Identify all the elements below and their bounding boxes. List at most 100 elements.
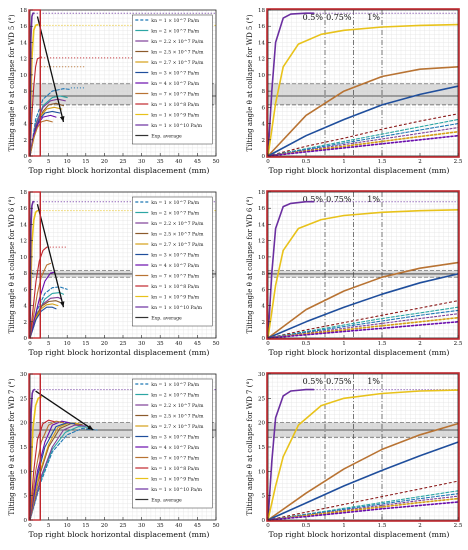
x-tick-label: 2.5 (454, 159, 463, 165)
legend-entry: kn = 1 × 10^8 Pa/m (151, 283, 199, 290)
y-tick-label: 2 (24, 138, 28, 144)
y-tick-label: 16 (20, 24, 27, 30)
x-axis-label: Top right block horizontal displacement … (29, 348, 210, 357)
y-tick-label: 8 (24, 271, 28, 277)
x-tick-label: 40 (175, 523, 182, 529)
legend-entry: kn = 1 × 10^7 Pa/m (151, 199, 199, 206)
y-tick-label: 2 (24, 320, 28, 326)
x-tick-label: 25 (120, 341, 127, 347)
drift-label-1: 0.5% (303, 377, 324, 386)
x-tick-label: 15 (82, 159, 89, 165)
y-tick-label: 14 (20, 40, 27, 46)
legend-entry: kn = 1 × 10^8 Pa/m (151, 465, 199, 472)
drift-label-2: 0.75% (326, 13, 352, 22)
y-tick-label: 0 (262, 154, 266, 160)
y-tick-label: 14 (258, 222, 265, 228)
y-tick-label: 16 (258, 24, 265, 30)
y-tick-label: 12 (258, 57, 265, 63)
drift-label-2: 0.75% (326, 377, 352, 386)
x-tick-label: 0.5 (302, 159, 311, 165)
legend-entry: kn = 2 × 10^7 Pa/m (151, 28, 199, 35)
legend-entry: kn = 3 × 10^7 Pa/m (151, 70, 199, 77)
legend-entry: kn = 2.7 × 10^7 Pa/m (151, 241, 204, 248)
y-tick-label: 4 (24, 304, 28, 310)
x-tick-label: 30 (138, 159, 145, 165)
legend-entry: kn = 2 × 10^7 Pa/m (151, 392, 199, 399)
x-axis-label: Top right block horizontal displacement … (269, 530, 450, 539)
y-tick-label: 0 (262, 518, 266, 524)
y-axis-label: Tilting angle θ at collapse for WD 5 (°) (246, 14, 254, 151)
legend-entry: kn = 1 × 10^10 Pa/m (151, 304, 202, 311)
x-tick-label: 35 (157, 523, 164, 529)
y-tick-label: 4 (262, 304, 266, 310)
x-tick-label: 2.5 (454, 523, 463, 529)
x-tick-label: 0.5 (302, 523, 311, 529)
legend-entry: kn = 1 × 10^10 Pa/m (151, 486, 202, 493)
x-tick-label: 15 (82, 341, 89, 347)
y-axis-label: Tilting angle θ at collapse for WD 7 (°) (246, 378, 254, 515)
legend-entry: Exp. average (151, 134, 182, 140)
x-tick-label: 5 (47, 159, 51, 165)
drift-label-3: 1% (367, 13, 380, 22)
x-tick-label: 0 (28, 523, 32, 529)
chart-panel-4: 0.5%0.75%1%00.511.522.5024681012141618To… (246, 190, 463, 357)
legend-entry: kn = 1 × 10^7 Pa/m (151, 17, 199, 24)
x-tick-label: 45 (194, 159, 201, 165)
x-tick-label: 10 (64, 341, 71, 347)
legend: kn = 1 × 10^7 Pa/mkn = 2 × 10^7 Pa/mkn =… (132, 379, 212, 508)
x-tick-label: 50 (213, 341, 220, 347)
x-tick-label: 30 (138, 523, 145, 529)
y-axis-label: Tilting angle θ at collapse for WD 7 (°) (8, 378, 16, 515)
y-tick-label: 2 (262, 138, 266, 144)
legend-entry: kn = 1 × 10^9 Pa/m (151, 112, 199, 119)
legend-entry: kn = 1 × 10^9 Pa/m (151, 476, 199, 483)
x-axis-label: Top right block horizontal displacement … (29, 530, 210, 539)
x-tick-label: 20 (101, 341, 108, 347)
x-axis-label: Top right block horizontal displacement … (269, 166, 450, 175)
drift-label-3: 1% (367, 195, 380, 204)
y-tick-label: 0 (24, 336, 28, 342)
y-axis-label: Tilting angle θ at collapse for WD 6 (°) (8, 196, 16, 333)
legend-entry: kn = 4 × 10^7 Pa/m (151, 444, 199, 451)
legend-entry: kn = 2.7 × 10^7 Pa/m (151, 59, 204, 66)
y-tick-label: 15 (20, 445, 27, 451)
exp-band (268, 84, 458, 105)
x-tick-label: 50 (213, 523, 220, 529)
chart-panel-6: 0.5%0.75%1%00.511.522.5051015202530Top r… (246, 372, 463, 539)
x-tick-label: 35 (157, 159, 164, 165)
x-tick-label: 1 (342, 159, 346, 165)
legend-entry: kn = 7 × 10^7 Pa/m (151, 273, 199, 280)
x-axis-label: Top right block horizontal displacement … (269, 348, 450, 357)
x-tick-label: 0 (266, 341, 270, 347)
legend-entry: kn = 1 × 10^8 Pa/m (151, 101, 199, 108)
y-tick-label: 6 (262, 287, 266, 293)
y-tick-label: 5 (24, 494, 28, 500)
x-tick-label: 35 (157, 341, 164, 347)
drift-label-1: 0.5% (303, 13, 324, 22)
legend-entry: kn = 4 × 10^7 Pa/m (151, 80, 199, 87)
x-tick-label: 1 (342, 341, 346, 347)
x-tick-label: 25 (120, 159, 127, 165)
chart-panel-1: 05101520253035404550024681012141618Top r… (8, 8, 220, 175)
x-tick-label: 40 (175, 341, 182, 347)
x-tick-label: 0 (266, 159, 270, 165)
x-tick-label: 10 (64, 523, 71, 529)
y-tick-label: 12 (258, 239, 265, 245)
legend-entry: kn = 4 × 10^7 Pa/m (151, 262, 199, 269)
y-tick-label: 30 (258, 372, 265, 378)
x-tick-label: 45 (194, 341, 201, 347)
x-tick-label: 2 (418, 523, 422, 529)
legend-entry: kn = 2 × 10^7 Pa/m (151, 210, 199, 217)
y-tick-label: 8 (262, 271, 266, 277)
x-tick-label: 0.5 (302, 341, 311, 347)
y-tick-label: 16 (258, 206, 265, 212)
y-tick-label: 16 (20, 206, 27, 212)
drift-label-2: 0.75% (326, 195, 352, 204)
y-tick-label: 20 (20, 421, 27, 427)
legend-entry: kn = 1 × 10^10 Pa/m (151, 122, 202, 129)
legend-entry: kn = 2.5 × 10^7 Pa/m (151, 413, 204, 420)
legend-entry: kn = 2.7 × 10^7 Pa/m (151, 423, 204, 430)
x-tick-label: 30 (138, 341, 145, 347)
y-tick-label: 0 (24, 154, 28, 160)
